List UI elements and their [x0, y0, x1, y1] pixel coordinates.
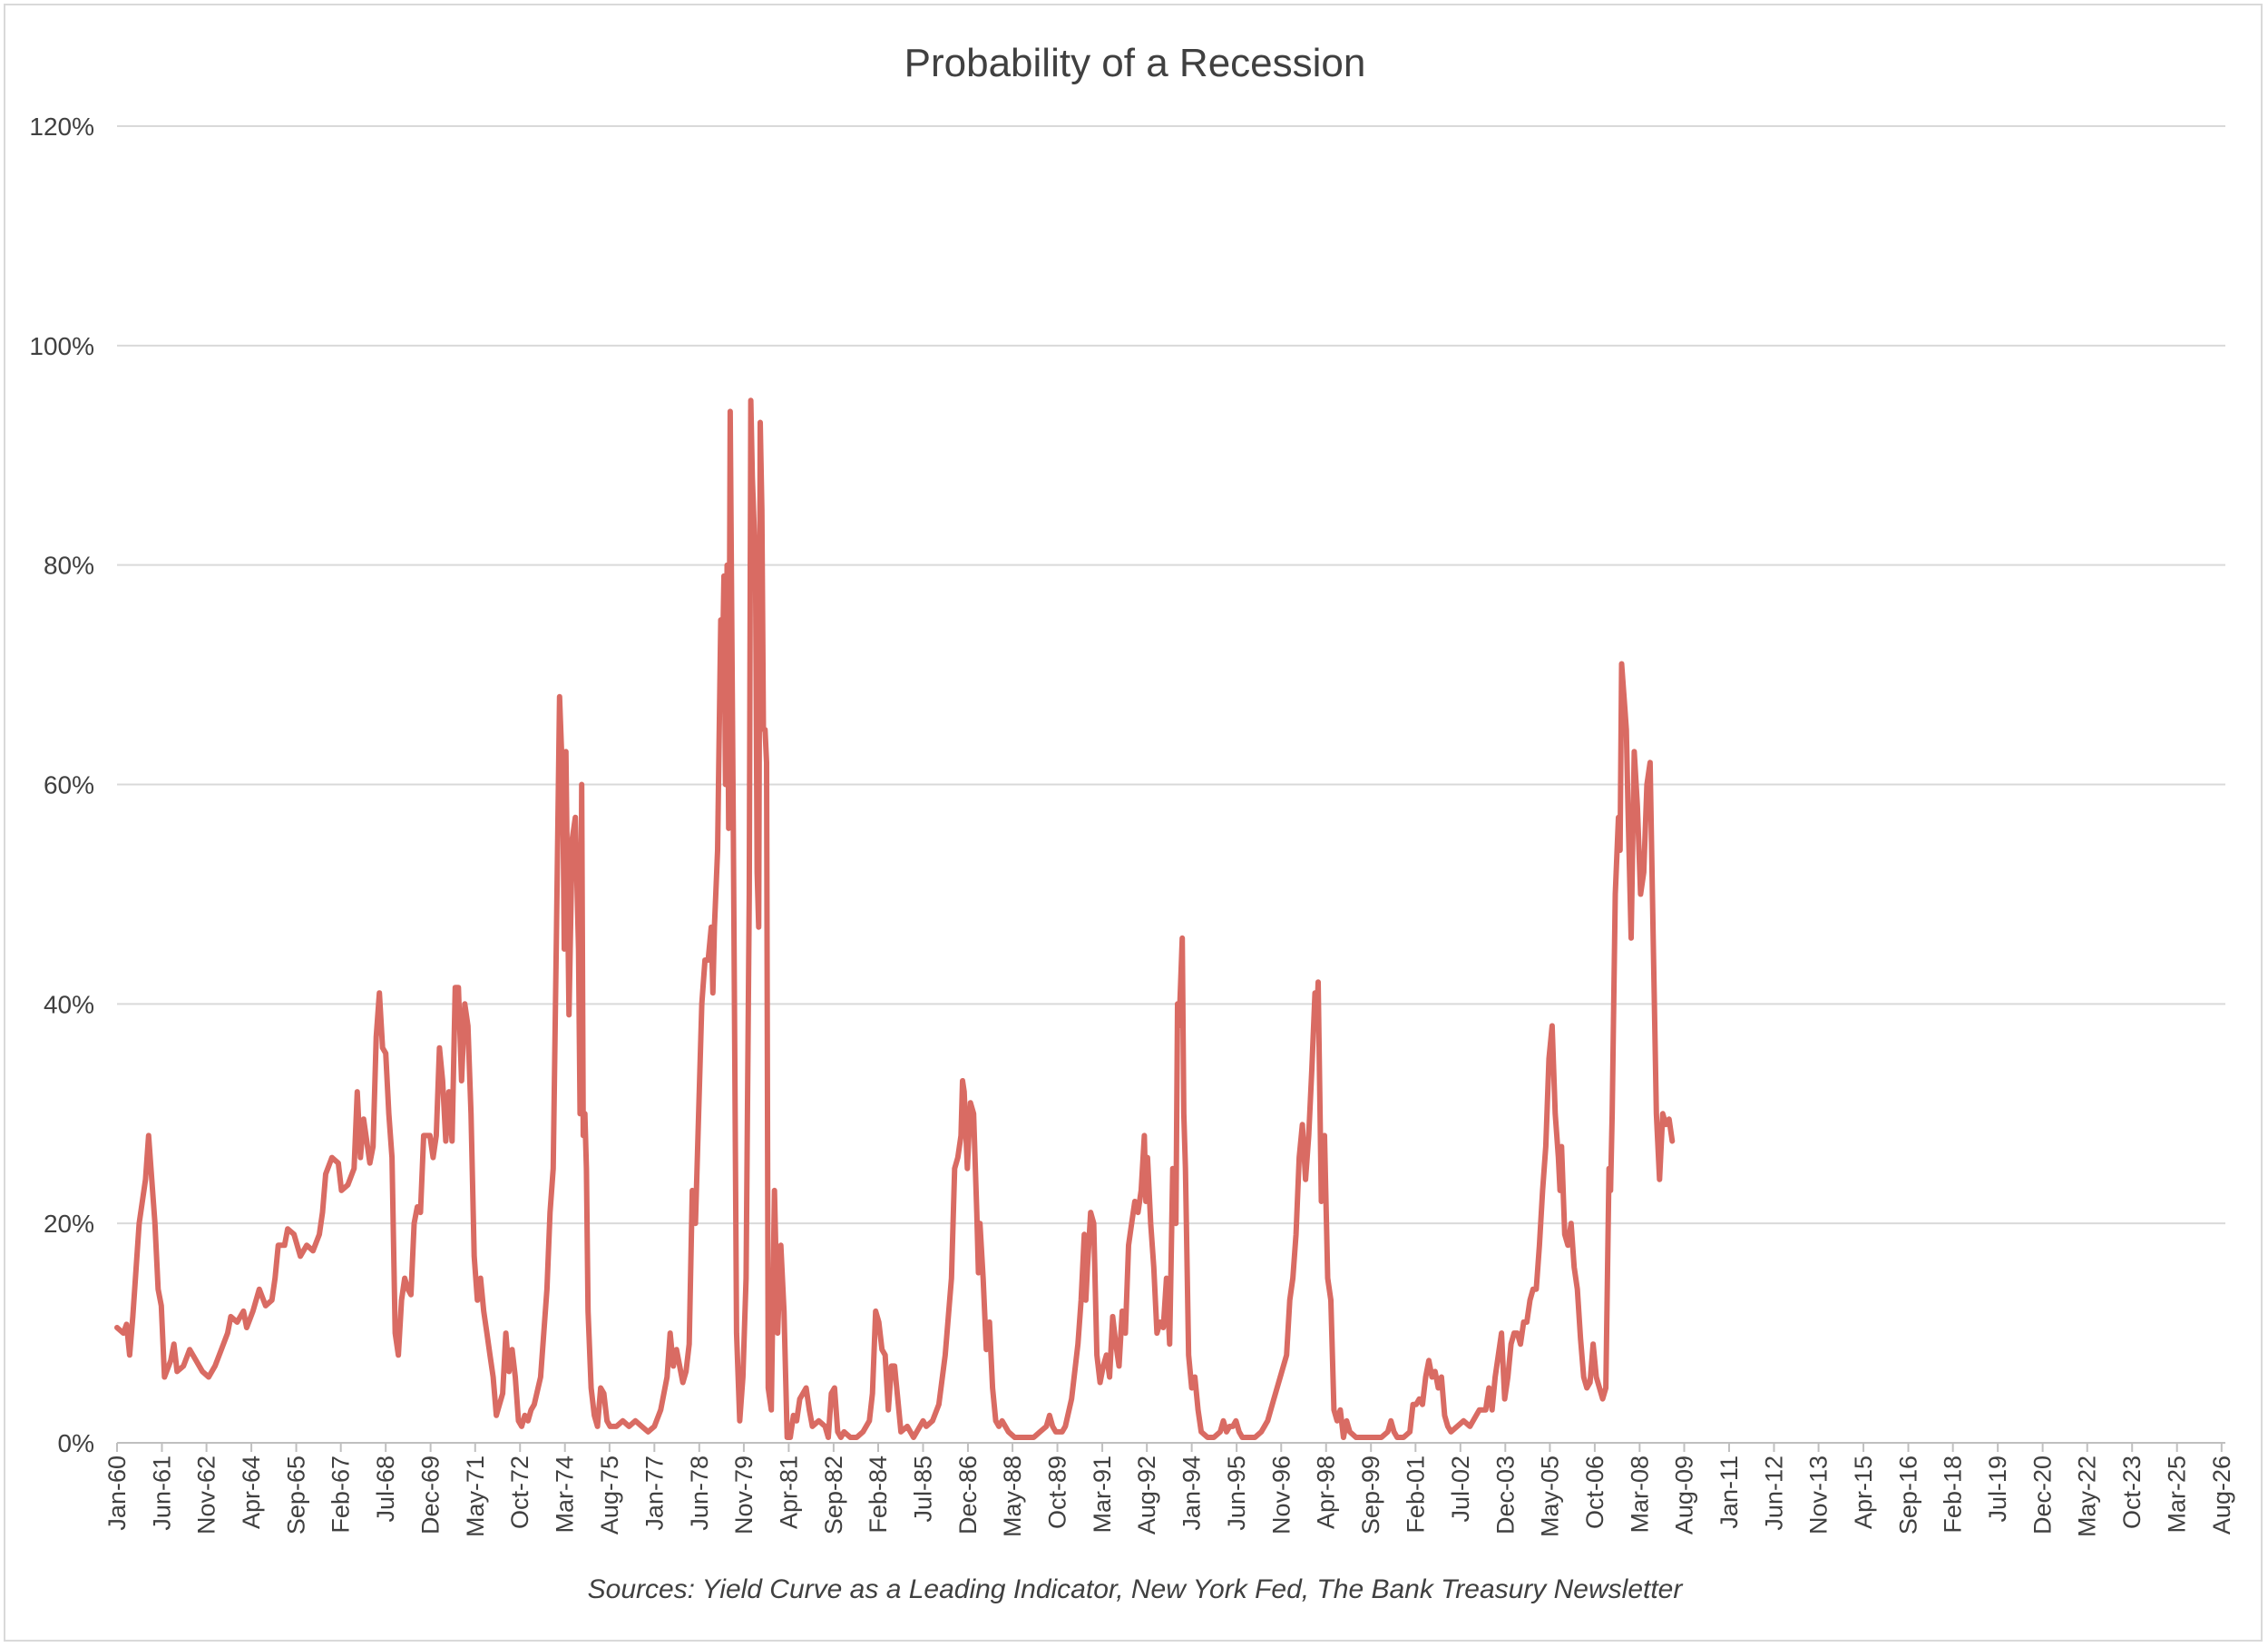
x-tick-label: Aug-92	[1133, 1456, 1160, 1534]
x-tick-label: Jan-77	[640, 1456, 668, 1531]
x-tick-label: Apr-81	[775, 1456, 802, 1529]
y-tick-label: 0%	[58, 1429, 94, 1457]
x-tick-label: May-88	[999, 1456, 1026, 1537]
recession-probability-chart: Probability of a Recession 0% 20% 40% 60% 80…	[29, 41, 2235, 1604]
x-tick-label: Apr-98	[1313, 1456, 1340, 1529]
x-axis: Jan-60 Jun-61 Nov-62 Apr-64 Sep-65 Feb-67 Jul-…	[103, 1442, 2235, 1537]
x-tick-label: Sep-82	[820, 1456, 847, 1534]
x-tick-label: Feb-01	[1402, 1456, 1429, 1534]
x-tick-label: Jul-02	[1447, 1456, 1474, 1523]
x-tick-label: May-22	[2074, 1456, 2101, 1537]
x-tick-label: Mar-25	[2164, 1456, 2191, 1534]
x-tick-label: Aug-26	[2208, 1456, 2235, 1534]
x-tick-label: Jul-19	[1984, 1456, 2011, 1523]
x-tick-label: Dec-03	[1491, 1456, 1519, 1534]
x-tick-label: Dec-69	[417, 1456, 445, 1534]
x-tick-label: Mar-08	[1626, 1456, 1653, 1534]
x-tick-label: Dec-20	[2029, 1456, 2057, 1534]
x-tick-label: Nov-79	[730, 1456, 758, 1534]
x-tick-label: Jul-85	[909, 1456, 936, 1523]
chart-title: Probability of a Recession	[904, 41, 1366, 85]
x-tick-label: Jun-12	[1760, 1456, 1787, 1531]
x-tick-label: Jun-78	[686, 1456, 713, 1531]
x-tick-label: Aug-09	[1670, 1456, 1697, 1534]
source-note: Sources: Yield Curve as a Leading Indica…	[588, 1574, 1684, 1604]
x-tick-label: Jan-11	[1716, 1456, 1743, 1529]
x-tick-label: Feb-67	[327, 1456, 355, 1534]
x-tick-label: Jan-94	[1178, 1456, 1206, 1531]
x-tick-label: Sep-16	[1895, 1456, 1922, 1534]
x-tick-label: Jul-68	[372, 1456, 399, 1523]
series-line	[114, 397, 1676, 1440]
gridlines	[117, 125, 2225, 1225]
y-tick-label: 100%	[29, 332, 94, 360]
series-layer	[114, 397, 1676, 1440]
x-tick-label: Apr-64	[238, 1456, 265, 1529]
x-tick-label: Nov-62	[193, 1456, 220, 1534]
y-axis: 0% 20% 40% 60% 80% 100% 120%	[29, 113, 94, 1457]
x-tick-label: Mar-74	[552, 1456, 579, 1534]
x-tick-label: Sep-99	[1357, 1456, 1384, 1534]
x-tick-label: Oct-23	[2118, 1456, 2146, 1529]
x-tick-label: Nov-96	[1267, 1456, 1295, 1534]
x-tick-label: Oct-89	[1044, 1456, 1071, 1529]
x-tick-label: Jun-61	[148, 1456, 175, 1531]
x-tick-label: Feb-18	[1940, 1456, 1967, 1534]
x-tick-label: May-71	[462, 1456, 489, 1537]
x-tick-label: Jan-60	[103, 1456, 131, 1531]
x-tick-label: Apr-15	[1850, 1456, 1877, 1529]
x-tick-label: Sep-65	[283, 1456, 310, 1534]
x-tick-label: Oct-06	[1581, 1456, 1608, 1529]
y-tick-label: 60%	[44, 771, 94, 799]
chart-frame: Probability of a Recession 0% 20% 40% 60% 80…	[4, 4, 2263, 1642]
y-tick-label: 20%	[44, 1210, 94, 1238]
y-tick-label: 120%	[29, 113, 94, 141]
y-tick-label: 80%	[44, 552, 94, 580]
x-tick-label: Feb-84	[865, 1456, 892, 1534]
x-tick-label: Mar-91	[1089, 1456, 1116, 1534]
y-tick-label: 40%	[44, 990, 94, 1018]
x-tick-label: Oct-72	[506, 1456, 533, 1529]
x-tick-label: Nov-13	[1805, 1456, 1833, 1534]
x-tick-label: Dec-86	[954, 1456, 982, 1534]
x-tick-label: Jun-95	[1223, 1456, 1250, 1531]
x-tick-label: Aug-75	[596, 1456, 623, 1534]
x-tick-label: May-05	[1536, 1456, 1563, 1537]
